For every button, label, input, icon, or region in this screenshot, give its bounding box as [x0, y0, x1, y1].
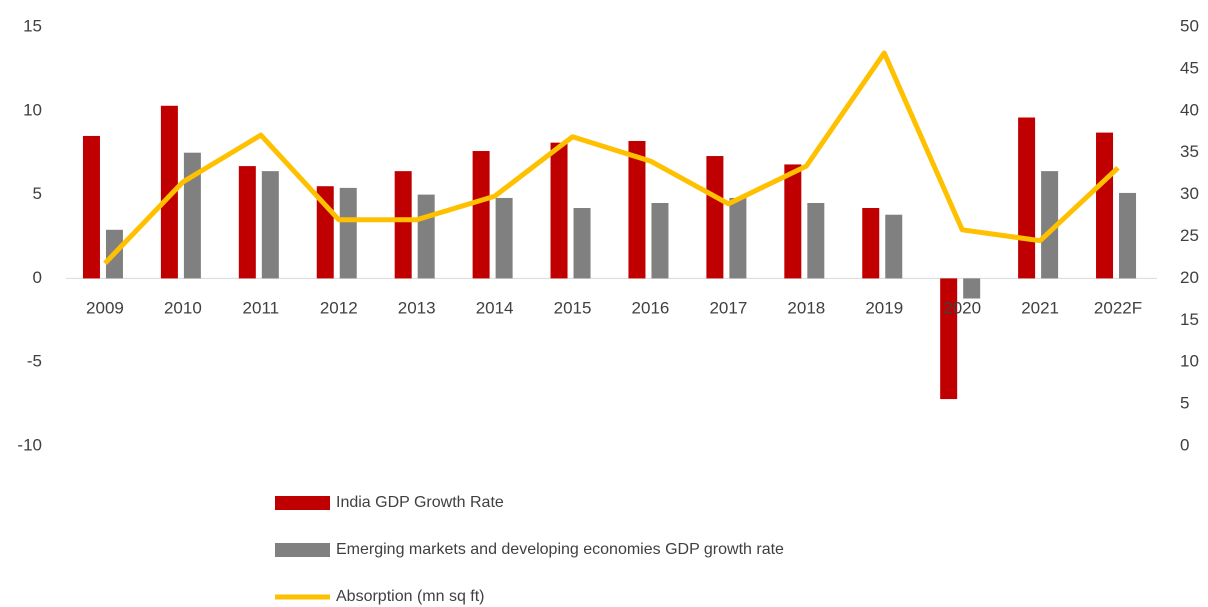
y2-tick-label: 5	[1180, 394, 1189, 413]
x-tick-label: 2022F	[1094, 298, 1142, 317]
y2-tick-label: 20	[1180, 268, 1199, 287]
bar	[940, 278, 958, 400]
y2-tick-label: 25	[1180, 226, 1199, 245]
bar	[339, 187, 357, 279]
bar	[628, 140, 646, 279]
y2-tick-label: 45	[1180, 58, 1199, 77]
x-tick-label: 2009	[86, 298, 124, 317]
y-tick-label: 15	[23, 16, 42, 35]
legend-label: Absorption (mn sq ft)	[336, 588, 485, 605]
y2-tick-label: 10	[1180, 352, 1199, 371]
y2-tick-label: 50	[1180, 16, 1199, 35]
y-tick-label: 10	[23, 100, 42, 119]
x-tick-label: 2016	[632, 298, 670, 317]
bar	[495, 197, 513, 279]
bar	[784, 164, 802, 279]
bar	[651, 202, 669, 279]
bar	[472, 151, 490, 279]
bar	[963, 278, 981, 299]
bar	[82, 135, 100, 279]
bar	[862, 208, 880, 279]
legend-label: India GDP Growth Rate	[336, 494, 504, 511]
x-tick-label: 2017	[709, 298, 747, 317]
bar	[807, 202, 825, 279]
y-tick-label: -5	[27, 352, 42, 371]
y-tick-label: -10	[17, 435, 42, 454]
y2-tick-label: 0	[1180, 435, 1189, 454]
bar	[183, 152, 201, 279]
legend-label: Emerging markets and developing economie…	[336, 541, 784, 558]
y2-tick-label: 35	[1180, 142, 1199, 161]
x-tick-label: 2014	[476, 298, 514, 317]
bar	[417, 194, 435, 279]
x-tick-label: 2013	[398, 298, 436, 317]
x-tick-label: 2011	[243, 298, 280, 317]
line	[103, 50, 1120, 266]
bar	[238, 166, 256, 279]
bar	[573, 208, 591, 279]
bar	[706, 156, 724, 279]
x-tick-label: 2021	[1021, 298, 1059, 317]
legend-swatch	[275, 543, 330, 557]
y-tick-label: 0	[33, 268, 42, 287]
bar	[160, 105, 178, 279]
bar	[885, 214, 903, 279]
y-tick-label: 5	[33, 184, 42, 203]
x-tick-label: 2019	[865, 298, 903, 317]
x-tick-label: 2020	[943, 298, 981, 317]
bar	[261, 171, 279, 279]
x-tick-label: 2015	[554, 298, 592, 317]
x-tick-label: 2012	[320, 298, 358, 317]
y2-tick-label: 40	[1180, 100, 1199, 119]
legend-swatch	[275, 496, 330, 510]
y2-tick-label: 15	[1180, 310, 1199, 329]
bar	[1041, 171, 1059, 279]
bar	[394, 171, 412, 279]
x-tick-label: 2018	[787, 298, 825, 317]
bar	[1018, 117, 1036, 279]
y2-tick-label: 30	[1180, 184, 1199, 203]
x-tick-label: 2010	[164, 298, 202, 317]
bar	[1096, 132, 1114, 279]
bar	[1119, 192, 1137, 279]
bar	[550, 142, 568, 279]
bar	[729, 197, 747, 279]
